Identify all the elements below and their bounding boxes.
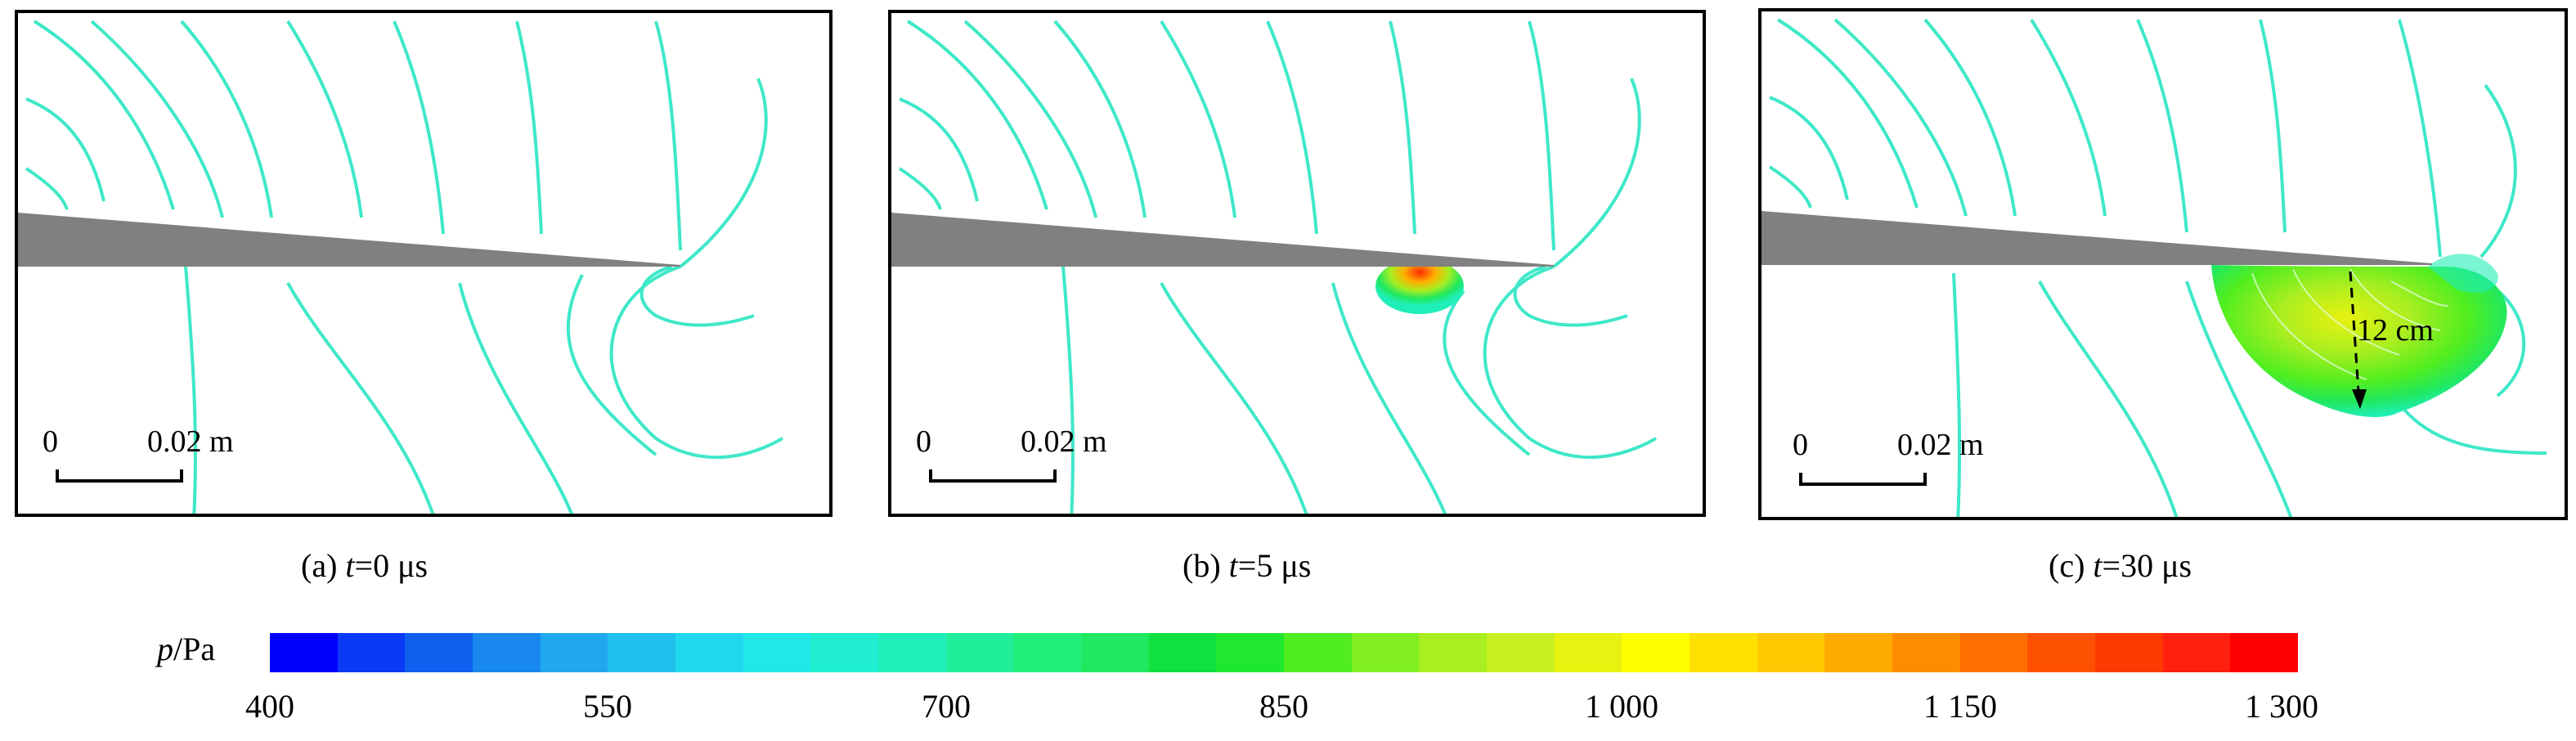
caption-b: (b) t=5 μs [1183, 547, 1312, 584]
scale-value-label: 0.02 m [1021, 424, 1107, 459]
colorbar-segment [1351, 633, 1420, 672]
colorbar-segment [1013, 633, 1082, 672]
colorbar-segment [1959, 633, 2028, 672]
caption-a: (a) t=0 μs [301, 547, 429, 584]
distance-arrow [2349, 271, 2360, 393]
colorbar-segment [1892, 633, 1960, 672]
colorbar-segment [473, 633, 541, 672]
colorbar-segment [1622, 633, 1690, 672]
colorbar-segment [945, 633, 1014, 672]
distance-label: 12 cm [2357, 313, 2434, 348]
colorbar-segment [743, 633, 811, 672]
colorbar-tick: 1 150 [1923, 688, 1997, 725]
panel-a: 0 0.02 m [15, 10, 832, 517]
panel-c: 12 cm 0 0.02 m [1758, 8, 2568, 520]
panel-b-plot [891, 20, 1657, 514]
colorbar-tick: 1 300 [2245, 688, 2318, 725]
colorbar-segment [1419, 633, 1488, 672]
caption-c: (c) t=30 μs [2049, 547, 2192, 584]
colorbar-segment [1554, 633, 1622, 672]
colorbar-segment [270, 633, 338, 672]
pressure-spot [1376, 258, 1464, 314]
colorbar-segment [1757, 633, 1825, 672]
colorbar-segment [2027, 633, 2096, 672]
colorbar-segment [2230, 633, 2299, 672]
wedge [1761, 211, 2432, 265]
colorbar-tick: 700 [922, 688, 971, 725]
pressure-contours [898, 20, 1657, 514]
colorbar-segment [1148, 633, 1217, 672]
colorbar-segment [675, 633, 743, 672]
colorbar [270, 633, 2299, 672]
colorbar-segment [1690, 633, 1757, 672]
colorbar-segment [1824, 633, 1893, 672]
wedge [891, 213, 1554, 267]
colorbar-segment [810, 633, 879, 672]
colorbar-segment [608, 633, 676, 672]
colorbar-segment [337, 633, 406, 672]
scale-zero-label: 0 [1793, 428, 1808, 462]
wedge [18, 213, 680, 267]
colorbar-segment [1284, 633, 1352, 672]
panel-a-plot [18, 20, 783, 514]
panel-b: 0 0.02 m [888, 10, 1706, 517]
colorbar-tick: 1 000 [1585, 688, 1658, 725]
scale-zero-label: 0 [43, 424, 58, 459]
colorbar-tick: 550 [583, 688, 632, 725]
colorbar-segment [1081, 633, 1149, 672]
colorbar-segment [1216, 633, 1285, 672]
scale-value-label: 0.02 m [1897, 428, 1984, 462]
scale-zero-label: 0 [916, 424, 931, 459]
colorbar-segment [1487, 633, 1555, 672]
colorbar-segment [2095, 633, 2163, 672]
panel-c-plot [1761, 18, 2547, 517]
colorbar-segment [878, 633, 946, 672]
colorbar-segment [2162, 633, 2231, 672]
colorbar-segment [540, 633, 608, 672]
scale-value-label: 0.02 m [147, 424, 234, 459]
pressure-contours [25, 20, 783, 514]
pressure-contours [1768, 18, 2547, 517]
colorbar-segment [405, 633, 473, 672]
colorbar-tick: 850 [1259, 688, 1308, 725]
colorbar-tick: 400 [245, 688, 294, 725]
colorbar-label: p/Pa [157, 631, 216, 667]
